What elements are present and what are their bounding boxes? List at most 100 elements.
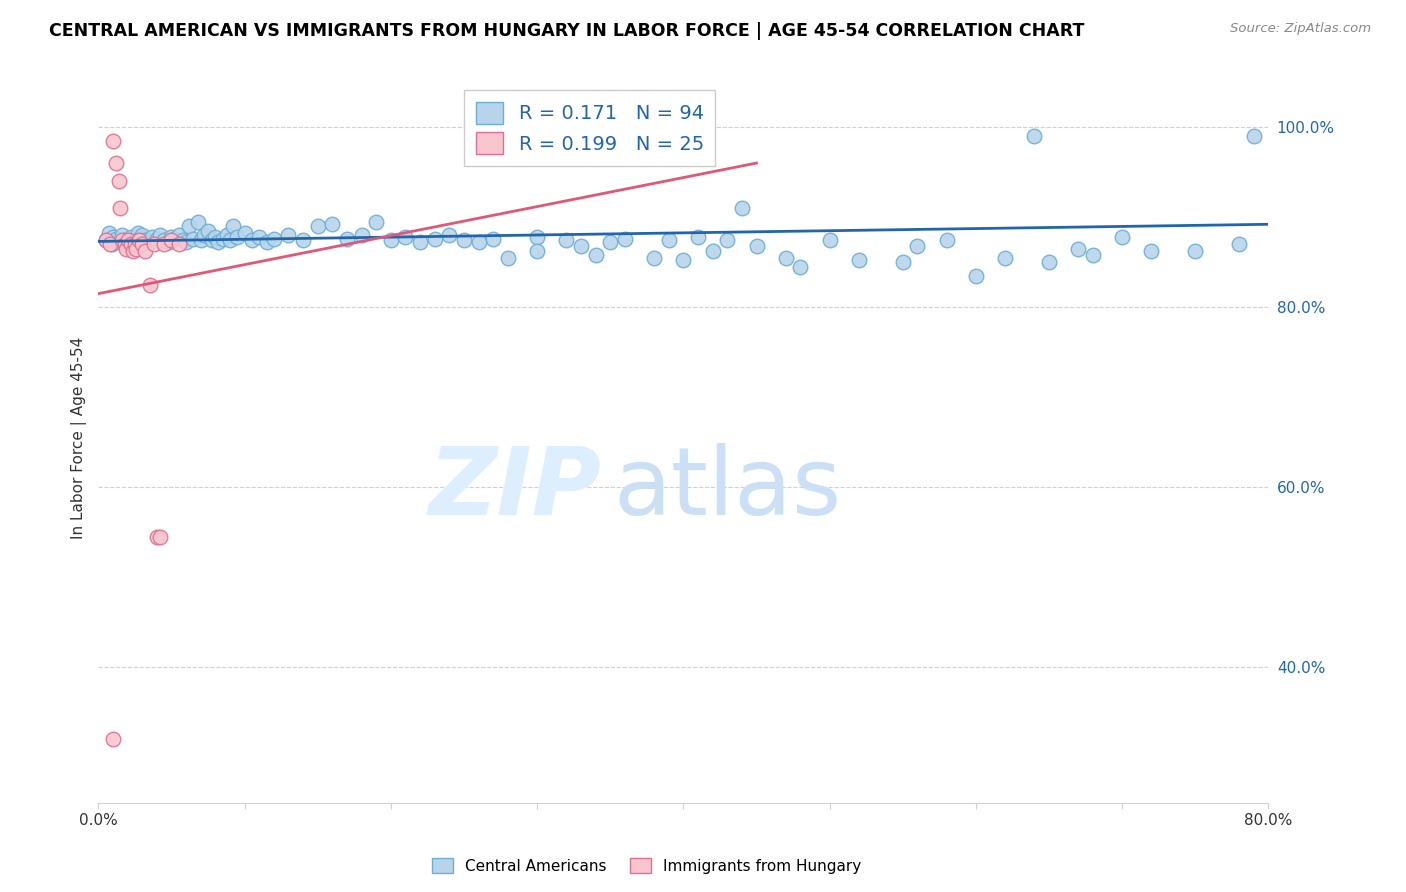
Point	[104, 156, 127, 170]
Point	[193, 228, 215, 243]
Point	[124, 237, 146, 252]
Legend: Central Americans, Immigrants from Hungary: Central Americans, Immigrants from Hunga…	[426, 852, 868, 880]
Point	[131, 237, 153, 252]
Point	[115, 242, 138, 256]
Point	[482, 232, 505, 246]
Y-axis label: In Labor Force | Age 45-54: In Labor Force | Age 45-54	[72, 336, 87, 539]
Point	[307, 219, 329, 233]
Text: Source: ZipAtlas.com: Source: ZipAtlas.com	[1230, 22, 1371, 36]
Point	[122, 244, 145, 259]
Point	[526, 230, 548, 244]
Point	[211, 232, 233, 246]
Point	[201, 233, 224, 247]
Point	[658, 233, 681, 247]
Point	[160, 230, 183, 244]
Point	[569, 239, 592, 253]
Point	[110, 201, 132, 215]
Point	[994, 251, 1017, 265]
Point	[233, 227, 256, 241]
Point	[163, 232, 186, 246]
Point	[149, 228, 172, 243]
Point	[1067, 242, 1090, 256]
Point	[240, 233, 263, 247]
Point	[128, 232, 150, 246]
Point	[394, 230, 416, 244]
Point	[183, 232, 205, 246]
Point	[167, 237, 190, 252]
Point	[965, 268, 987, 283]
Point	[124, 233, 146, 247]
Text: CENTRAL AMERICAN VS IMMIGRANTS FROM HUNGARY IN LABOR FORCE | AGE 45-54 CORRELATI: CENTRAL AMERICAN VS IMMIGRANTS FROM HUNG…	[49, 22, 1084, 40]
Point	[104, 232, 127, 246]
Point	[686, 230, 709, 244]
Point	[1184, 244, 1206, 259]
Point	[585, 248, 607, 262]
Point	[114, 233, 136, 247]
Point	[100, 237, 122, 252]
Point	[453, 233, 475, 247]
Point	[114, 237, 136, 252]
Point	[149, 530, 172, 544]
Point	[157, 235, 180, 250]
Point	[1081, 248, 1104, 262]
Point	[555, 233, 578, 247]
Point	[190, 233, 212, 247]
Point	[350, 228, 373, 243]
Point	[292, 233, 315, 247]
Point	[142, 237, 165, 252]
Point	[1038, 255, 1060, 269]
Point	[247, 230, 270, 244]
Point	[226, 230, 249, 244]
Point	[125, 242, 148, 256]
Point	[1227, 237, 1250, 252]
Point	[672, 253, 695, 268]
Point	[467, 235, 489, 250]
Point	[101, 134, 124, 148]
Text: atlas: atlas	[613, 442, 841, 535]
Point	[263, 232, 285, 246]
Point	[128, 233, 150, 247]
Point	[1024, 128, 1046, 143]
Point	[366, 214, 388, 228]
Point	[731, 201, 754, 215]
Point	[138, 235, 160, 250]
Point	[321, 217, 343, 231]
Point	[127, 227, 149, 241]
Point	[111, 233, 134, 247]
Point	[134, 233, 156, 247]
Point	[599, 235, 621, 250]
Point	[336, 232, 359, 246]
Point	[134, 244, 156, 259]
Point	[146, 232, 169, 246]
Point	[219, 233, 242, 247]
Point	[138, 277, 160, 292]
Point	[409, 235, 432, 250]
Point	[146, 530, 169, 544]
Point	[818, 233, 841, 247]
Point	[153, 233, 176, 247]
Legend: R = 0.171   N = 94, R = 0.199   N = 25: R = 0.171 N = 94, R = 0.199 N = 25	[464, 90, 716, 166]
Point	[117, 233, 139, 247]
Point	[141, 230, 163, 244]
Point	[775, 251, 797, 265]
Point	[891, 255, 914, 269]
Point	[526, 244, 548, 259]
Point	[496, 251, 519, 265]
Point	[643, 251, 665, 265]
Point	[204, 230, 226, 244]
Point	[905, 239, 928, 253]
Point	[215, 228, 238, 243]
Point	[172, 233, 194, 247]
Point	[108, 174, 131, 188]
Point	[789, 260, 811, 274]
Point	[1243, 128, 1265, 143]
Point	[167, 228, 190, 243]
Point	[716, 233, 738, 247]
Point	[187, 214, 209, 228]
Point	[1140, 244, 1163, 259]
Point	[277, 228, 299, 243]
Point	[745, 239, 768, 253]
Point	[207, 235, 229, 250]
Point	[613, 232, 636, 246]
Point	[222, 219, 245, 233]
